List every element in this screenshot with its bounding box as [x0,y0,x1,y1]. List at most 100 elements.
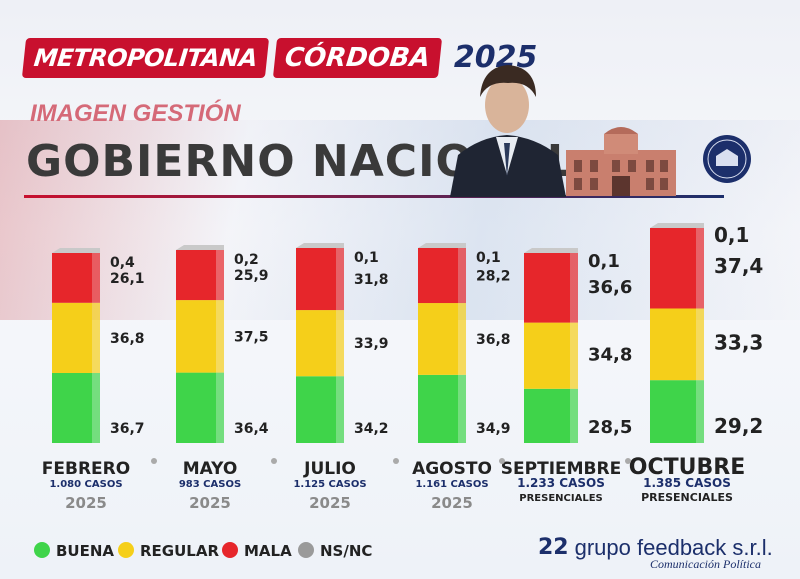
value-label-3-2: 33,9 [354,336,389,352]
value-label-2-2: 37,5 [234,329,269,345]
value-label-6-4: 0,1 [714,223,749,247]
cases-label-1: 1.080 CASOS [49,479,122,490]
value-label-3-3: 31,8 [354,272,389,288]
value-label-2-4: 0,2 [234,252,259,268]
bar-segment-mala-3 [296,248,336,311]
bar-segment-regular-5 [524,322,570,389]
presidency-seal-icon [703,135,751,183]
legend-dot-1 [34,542,50,558]
title-divider [24,195,724,198]
value-label-3-1: 34,2 [354,421,389,437]
year-label-1: 2025 [65,494,107,512]
bar-segment-buena-1 [52,372,92,443]
bar-segment-buena-4 [418,374,458,443]
page-subtitle: IMAGEN GESTIÓN [30,100,241,127]
value-label-3-4: 0,1 [354,250,379,266]
bar-side-5-1 [570,388,578,443]
value-label-1-1: 36,7 [110,421,145,437]
category-label-6: OCTUBRE [629,455,745,480]
category-label-1: FEBRERO [42,459,130,479]
bar-segment-buena-5 [524,388,570,443]
cases-label-3: 1.125 CASOS [293,479,366,490]
value-label-1-2: 36,8 [110,331,145,347]
bar-segment-buena-3 [296,376,336,443]
value-label-2-3: 25,9 [234,268,269,284]
cases-label-4: 1.161 CASOS [415,479,488,490]
bar-segment-regular-2 [176,300,216,373]
header-year: 2025 [453,40,538,75]
header-city: METROPOLITANA CÓRDOBA 2025 [21,36,538,80]
value-label-2-1: 36,4 [234,421,269,437]
bar-cap-2 [176,245,224,250]
legend-label-3: MALA [244,542,292,560]
bar-side-2-1 [216,372,224,443]
legend-label-4: NS/NC [320,542,372,560]
bar-segment-mala-5 [524,253,570,323]
brand-number: 22 [538,535,569,560]
year-label-3: 2025 [309,494,351,512]
bar-cap-5 [524,248,578,253]
category-label-5: SEPTIEMBRE [501,459,621,479]
separator-dot-3 [393,458,399,464]
separator-dot-1 [151,458,157,464]
bar-segment-mala-2 [176,250,216,301]
legend-dot-2 [118,542,134,558]
brand-name: grupo feedback s.r.l. [574,535,773,560]
bar-side-4-2 [458,303,466,375]
cases-label-2: 983 CASOS [179,479,241,490]
bar-segment-mala-1 [52,253,92,303]
bar-segment-mala-6 [650,228,696,309]
bar-side-1-2 [92,302,100,373]
cases-label-5: 1.233 CASOS [517,476,605,490]
legend-dot-4 [298,542,314,558]
value-label-1-3: 26,1 [110,271,145,287]
bar-segment-regular-4 [418,303,458,375]
bar-side-6-2 [696,308,704,381]
value-label-5-1: 28,5 [588,417,632,438]
bar-side-3-1 [336,376,344,443]
legend-dot-3 [222,542,238,558]
bar-cap-6 [650,223,704,228]
separator-dot-4 [499,458,505,464]
value-label-6-2: 33,3 [714,330,763,354]
legend-label-2: REGULAR [140,542,219,560]
bar-segment-mala-4 [418,248,458,304]
casa-rosada-image [566,127,676,196]
bar-side-1-1 [92,372,100,443]
year-label-2: 2025 [189,494,231,512]
value-label-1-4: 0,4 [110,255,135,271]
legend-label-1: BUENA [56,542,114,560]
cases-label-6: 1.385 CASOS [643,476,731,490]
bar-side-6-3 [696,228,704,309]
value-label-4-3: 28,2 [476,269,511,285]
bar-side-6-1 [696,380,704,443]
value-label-6-1: 29,2 [714,414,763,438]
bar-side-4-1 [458,374,466,443]
note-label-5: PRESENCIALES [519,493,602,504]
value-label-4-4: 0,1 [476,250,501,266]
bar-side-1-3 [92,253,100,303]
bar-segment-buena-2 [176,372,216,443]
brand-tagline: Comunicación Política [650,557,761,571]
bar-side-5-2 [570,322,578,389]
note-label-6: PRESENCIALES [641,491,733,504]
bar-segment-regular-6 [650,308,696,381]
bar-side-5-3 [570,253,578,323]
bar-segment-regular-1 [52,302,92,373]
value-label-5-3: 36,6 [588,277,632,298]
bar-side-3-3 [336,248,344,311]
separator-dot-2 [271,458,277,464]
bar-side-3-2 [336,310,344,377]
bar-segment-buena-6 [650,380,696,443]
bar-cap-3 [296,243,344,248]
bar-cap-4 [418,243,466,248]
category-label-4: AGOSTO [412,459,492,479]
bar-side-4-3 [458,248,466,304]
category-label-3: JULIO [303,459,356,479]
president-portrait [450,65,566,197]
brand-logo: 22 grupo feedback s.r.l. [538,537,773,559]
bar-segment-regular-3 [296,310,336,377]
year-label-4: 2025 [431,494,473,512]
value-label-6-3: 37,4 [714,254,763,278]
